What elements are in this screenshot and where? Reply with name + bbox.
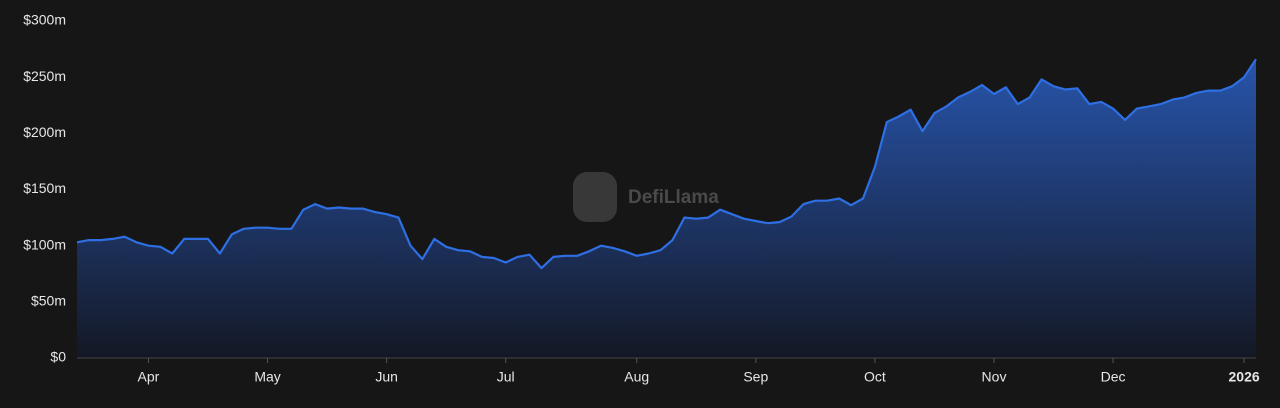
x-tick-label: 2026: [1229, 369, 1260, 385]
watermark-icon: [573, 172, 617, 222]
area: [77, 59, 1256, 358]
x-tick-label: Nov: [982, 369, 1007, 385]
y-tick-label: $150m: [23, 180, 66, 196]
y-tick-label: $0: [50, 349, 66, 365]
y-tick-label: $250m: [23, 68, 66, 84]
x-tick-label: Oct: [864, 369, 886, 385]
y-tick-label: $300m: [23, 12, 66, 28]
line: [76, 58, 1257, 270]
x-tick-label: Apr: [138, 369, 160, 385]
y-tick-label: $200m: [23, 124, 66, 140]
x-tick-label: Dec: [1101, 369, 1126, 385]
y-tick-label: $100m: [23, 236, 66, 252]
x-tick-label: Jul: [497, 369, 515, 385]
watermark: DefiLlama: [573, 172, 719, 222]
x-tick-label: Sep: [743, 369, 768, 385]
watermark-text: DefiLlama: [628, 187, 719, 208]
y-tick-label: $50m: [31, 293, 66, 309]
x-tick-label: May: [254, 369, 280, 385]
x-tick-label: Aug: [624, 369, 649, 385]
x-tick-label: Jun: [375, 369, 398, 385]
